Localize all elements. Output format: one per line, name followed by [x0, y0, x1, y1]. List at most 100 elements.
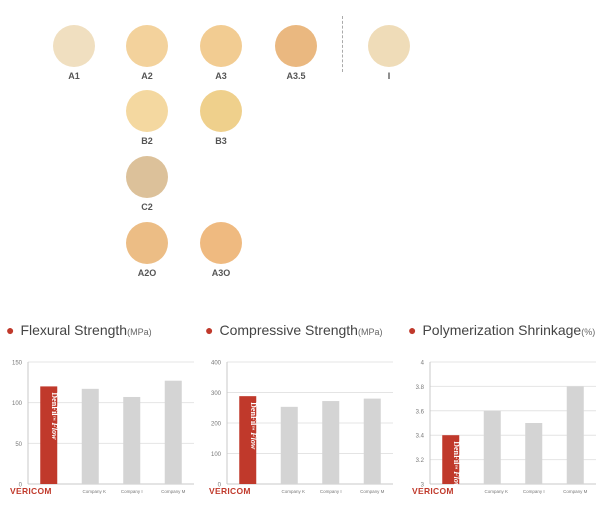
- x-tick-label: Company I: [121, 489, 143, 494]
- product-tm: ™: [452, 464, 458, 469]
- shade-label: A2O: [137, 268, 157, 278]
- product-name-text: DenFil: [452, 441, 461, 465]
- shade-c2: C2: [117, 156, 177, 212]
- chart-unit: (MPa): [127, 327, 152, 337]
- y-tick-label: 150: [12, 361, 23, 367]
- shade-swatch: [200, 222, 242, 264]
- bar-company-i: [322, 401, 340, 484]
- x-tick-label: Company I: [523, 489, 545, 494]
- shade-swatch: [275, 25, 317, 67]
- shade-swatch: [368, 25, 410, 67]
- shade-swatch: [53, 25, 95, 67]
- y-tick-label: 4: [421, 361, 425, 367]
- bar-company-i: [525, 423, 543, 484]
- shade-a3: A3: [191, 25, 251, 81]
- bar-company-k: [280, 406, 298, 484]
- bar-company-i: [123, 396, 141, 484]
- product-name-text: DenFil: [50, 392, 59, 416]
- x-tick-label: Company K: [281, 489, 305, 494]
- product-name: DenFil™Flow: [249, 402, 258, 450]
- vericom-logo: VERICOM: [412, 486, 454, 496]
- bullet-icon: ●: [6, 322, 15, 338]
- y-tick-label: 3: [421, 483, 425, 489]
- y-tick-label: 100: [12, 401, 23, 407]
- product-name: DenFil™Flow: [50, 392, 59, 440]
- bar-company-k: [81, 388, 99, 484]
- y-tick-label: 300: [211, 391, 222, 397]
- y-tick-label: 3.4: [416, 434, 425, 440]
- flexural-strength-plot: 0 50 100 150 DenFil™Flow VERICOM Company K Comp…: [10, 361, 194, 496]
- chart-title: ● Compressive Strength(MPa): [205, 322, 382, 338]
- bar-company-m: [363, 398, 381, 484]
- x-tick-label: Company M: [360, 489, 385, 494]
- shade-a2: A2: [117, 25, 177, 81]
- product-flow: Flow: [452, 470, 461, 489]
- shade-label: B2: [141, 136, 153, 146]
- vericom-logo: VERICOM: [10, 486, 52, 496]
- bar-denfil-flow: [239, 396, 257, 484]
- bullet-icon: ●: [408, 322, 417, 338]
- shade-swatch: [126, 25, 168, 67]
- y-tick-label: 3.6: [416, 409, 425, 415]
- shade-swatch: [126, 222, 168, 264]
- shade-a3-5: A3.5: [266, 25, 326, 81]
- y-tick-label: 50: [15, 442, 22, 448]
- compressive-strength-chart: ● Compressive Strength(MPa) 0 100 200 300 400…: [205, 322, 395, 508]
- chart-unit: (MPa): [357, 327, 383, 337]
- shade-swatch: [200, 90, 242, 132]
- bar-company-m: [164, 380, 182, 484]
- x-tick-label: Company I: [320, 489, 342, 494]
- chart-unit: (%): [581, 327, 596, 337]
- bar-company-m: [566, 386, 584, 484]
- x-tick-label: Company K: [82, 489, 106, 494]
- shade-swatch: [126, 90, 168, 132]
- divider: [342, 16, 343, 72]
- denfil-flow-wordmark: DenFil™Flow: [452, 441, 461, 489]
- shade-b2: B2: [117, 90, 177, 146]
- product-tm: ™: [249, 425, 255, 430]
- x-tick-label: Company M: [161, 489, 186, 494]
- shade-b3: B3: [191, 90, 251, 146]
- shade-label: A3.5: [286, 71, 306, 81]
- shade-label: A3: [215, 71, 227, 81]
- y-tick-label: 0: [218, 483, 222, 489]
- shade-swatch: [126, 156, 168, 198]
- product-tm: ™: [50, 416, 56, 421]
- y-tick-label: 100: [211, 452, 222, 458]
- chart-title: ● Polymerization Shrinkage(%): [408, 322, 595, 338]
- shade-label: A2: [141, 71, 153, 81]
- shade-i: I: [359, 25, 419, 81]
- product-name: DenFil™Flow: [452, 441, 461, 489]
- shade-label: A3O: [211, 268, 231, 278]
- compressive-strength-plot: 0 100 200 300 400 DenFil™Flow VERICOM Company K…: [209, 361, 393, 496]
- chart-title-text: Flexural Strength: [20, 322, 128, 338]
- denfil-flow-wordmark: DenFil™Flow: [249, 402, 258, 450]
- flexural-strength-chart: ● Flexural Strength(MPa) 0 50 100 150 DenFil™…: [6, 322, 196, 508]
- product-flow: Flow: [50, 422, 59, 441]
- shade-label: I: [387, 71, 391, 81]
- denfil-flow-wordmark: DenFil™Flow: [50, 392, 59, 440]
- x-tick-label: Company K: [484, 489, 508, 494]
- shade-label: C2: [141, 202, 153, 212]
- vericom-logo: VERICOM: [209, 486, 251, 496]
- chart-title-text: Polymerization Shrinkage: [422, 322, 582, 338]
- shade-a1: A1: [44, 25, 104, 81]
- chart-title-text: Compressive Strength: [219, 322, 358, 338]
- bar-company-k: [483, 410, 501, 484]
- product-name-text: DenFil: [249, 402, 258, 426]
- shade-label: B3: [215, 136, 227, 146]
- bar-denfil-flow: [40, 386, 58, 484]
- bar-denfil-flow: [442, 435, 460, 484]
- chart-title: ● Flexural Strength(MPa): [6, 322, 152, 338]
- polymerization-shrinkage-chart: ● Polymerization Shrinkage(%) 3 3.2 3.4 3.6 3…: [408, 322, 598, 508]
- shade-label: A1: [68, 71, 80, 81]
- product-flow: Flow: [249, 431, 258, 450]
- shade-swatch: [200, 25, 242, 67]
- y-tick-label: 3.8: [416, 385, 425, 391]
- y-tick-label: 3.2: [416, 458, 425, 464]
- y-tick-label: 400: [211, 361, 222, 367]
- shade-a3o: A3O: [191, 222, 251, 278]
- shade-a2o: A2O: [117, 222, 177, 278]
- y-tick-label: 0: [19, 483, 23, 489]
